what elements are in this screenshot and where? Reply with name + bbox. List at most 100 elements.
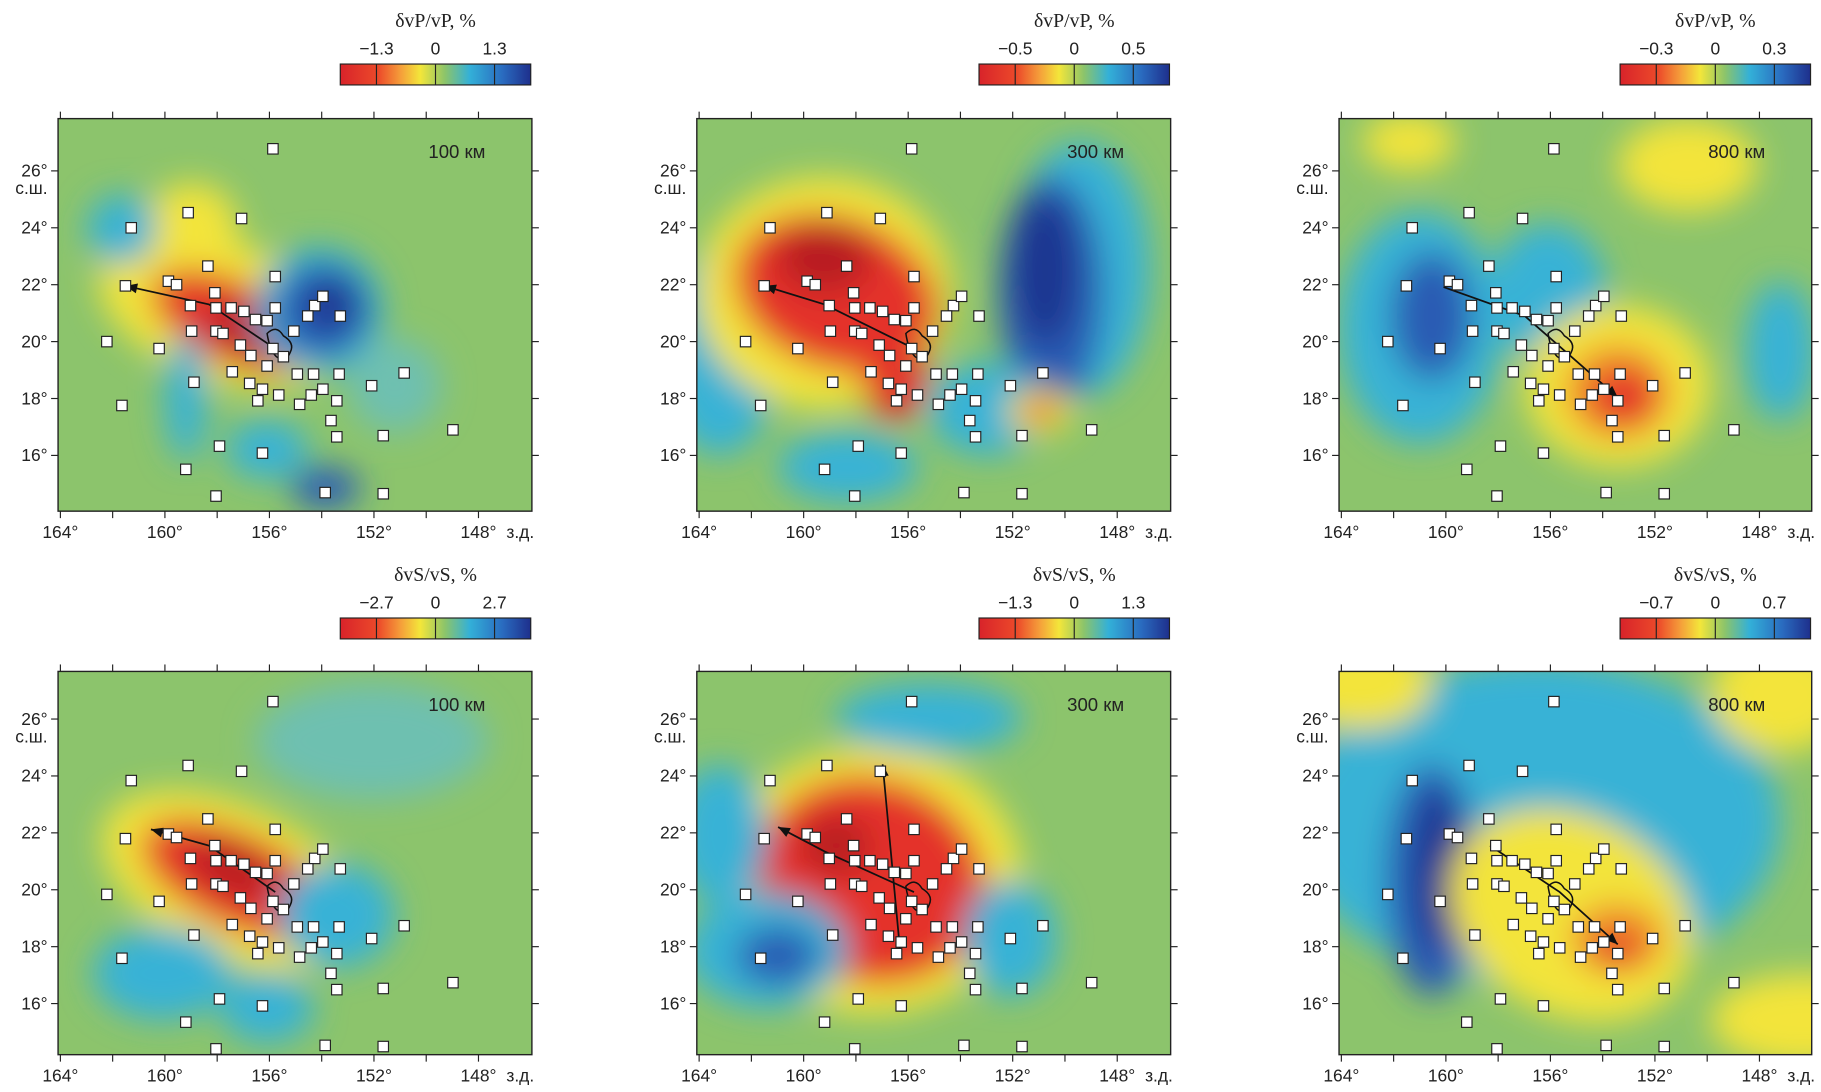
station xyxy=(1016,429,1028,442)
station xyxy=(1465,299,1478,312)
colorbar-tick-label: 2.7 xyxy=(482,593,506,613)
station xyxy=(277,350,290,363)
station xyxy=(235,765,248,778)
y-tick-label: 22° xyxy=(1302,823,1328,843)
station xyxy=(333,368,345,380)
station xyxy=(932,398,945,411)
colorbar-tick-label: −2.7 xyxy=(359,593,393,613)
station xyxy=(1397,399,1409,412)
station xyxy=(184,852,197,865)
station xyxy=(1646,932,1659,945)
y-tick-label: 20° xyxy=(1302,331,1328,351)
station xyxy=(293,398,306,411)
anomaly xyxy=(1391,252,1473,380)
station xyxy=(847,839,860,852)
station xyxy=(1465,852,1478,865)
station xyxy=(1524,377,1537,390)
heatmap xyxy=(1339,671,1812,1055)
colorbar-title: δvS/vS, % xyxy=(394,564,477,586)
station xyxy=(1600,486,1612,499)
station xyxy=(1611,431,1624,443)
anomaly xyxy=(255,683,488,800)
station xyxy=(256,383,269,396)
x-tick-label: 148° xyxy=(1099,1065,1135,1085)
y-tick-label: 18° xyxy=(1302,388,1328,408)
station xyxy=(1016,982,1028,995)
anomaly xyxy=(1710,671,1812,753)
station xyxy=(210,1043,222,1055)
station xyxy=(972,921,984,933)
station xyxy=(1572,921,1585,933)
station xyxy=(252,947,264,960)
station xyxy=(1588,368,1601,380)
x-tick-label: 164° xyxy=(1323,1065,1359,1085)
map-panel: 26° 24° 22° 20° 18° 16° с.ш. 164° 160° 156° 152° 14… xyxy=(15,564,539,1085)
y-tick-label: 22° xyxy=(660,275,686,295)
station xyxy=(1532,395,1545,407)
station xyxy=(855,880,868,893)
station xyxy=(840,260,853,272)
station xyxy=(334,863,347,875)
station xyxy=(272,942,285,954)
station xyxy=(243,377,256,390)
station xyxy=(1611,947,1624,960)
station xyxy=(1498,327,1510,340)
station xyxy=(946,921,959,933)
y-tick-label: 18° xyxy=(21,936,47,956)
station xyxy=(1016,487,1028,500)
map-frame xyxy=(1338,117,1813,512)
station xyxy=(905,143,918,155)
station xyxy=(1491,1043,1503,1055)
map-panel: 26° 24° 22° 20° 18° 16° с.ш. 164° 160° 156° 152° 14… xyxy=(15,10,539,542)
y-tick-label: 18° xyxy=(660,936,686,956)
anomaly xyxy=(92,926,233,1020)
x-unit: з.д. xyxy=(506,522,534,542)
station xyxy=(911,389,924,401)
station xyxy=(1004,932,1017,945)
y-tick-label: 24° xyxy=(660,766,686,786)
station xyxy=(882,377,895,390)
station xyxy=(1614,921,1626,933)
station xyxy=(243,930,256,943)
station xyxy=(210,302,222,314)
y-tick-label: 16° xyxy=(21,445,47,465)
y-tick-label: 26° xyxy=(660,709,686,729)
station xyxy=(245,349,257,362)
station xyxy=(826,376,839,389)
station xyxy=(900,867,912,880)
station xyxy=(291,368,304,380)
station xyxy=(873,339,885,351)
depth-label: 300 км xyxy=(1067,694,1124,715)
station xyxy=(1491,490,1503,502)
station xyxy=(213,993,226,1005)
arrow-head xyxy=(778,827,791,837)
station xyxy=(365,932,378,945)
colorbar-tick-label: 1.3 xyxy=(1121,593,1145,613)
station xyxy=(874,765,887,778)
station xyxy=(890,395,903,407)
station xyxy=(330,395,343,407)
station xyxy=(185,878,198,890)
station xyxy=(261,867,273,880)
station xyxy=(824,878,837,890)
y-unit: с.ш. xyxy=(15,178,47,198)
station xyxy=(217,880,229,893)
station xyxy=(1553,389,1566,401)
station xyxy=(317,383,329,396)
station xyxy=(238,305,250,318)
station xyxy=(447,976,459,989)
station xyxy=(153,342,165,355)
y-tick-label: 24° xyxy=(21,766,47,786)
station xyxy=(213,440,226,452)
station xyxy=(1537,383,1550,396)
y-tick-label: 16° xyxy=(1302,445,1328,465)
station xyxy=(947,852,960,865)
station xyxy=(1586,942,1599,954)
station xyxy=(1382,888,1394,901)
x-tick-label: 152° xyxy=(1637,522,1673,542)
station xyxy=(249,313,262,326)
station xyxy=(267,143,279,155)
colorbar-tick-label: 0 xyxy=(431,593,441,613)
station xyxy=(1589,299,1602,312)
